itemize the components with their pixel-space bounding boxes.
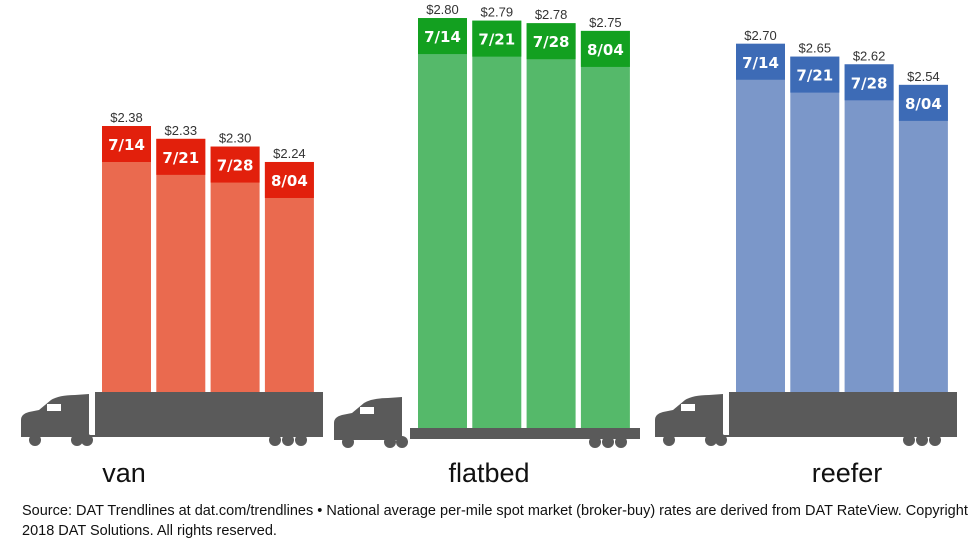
cab-window: [47, 404, 61, 411]
wheel-icon: [589, 436, 601, 448]
bar-reefer-7/28: [844, 64, 894, 392]
date-label: 8/04: [271, 172, 308, 190]
value-label: $2.33: [165, 123, 198, 138]
bar-header-flatbed: [418, 18, 467, 55]
wheel-icon: [295, 434, 307, 446]
wheel-icon: [384, 436, 396, 448]
wheel-icon: [602, 436, 614, 448]
flatbed-deck: [410, 428, 640, 439]
bar-header-reefer: [898, 84, 948, 121]
truck-cab-icon: [655, 394, 731, 437]
date-label: 7/14: [108, 136, 145, 154]
group-van: 7/14 $2.38 7/21 $2.33 7/28 $2.30 8/04 $2.24 van: [21, 110, 323, 488]
date-label: 7/28: [217, 157, 254, 175]
trailer: [729, 392, 957, 437]
value-label: $2.70: [744, 28, 777, 43]
bar-flatbed-7/14: [418, 18, 467, 429]
value-label: $2.65: [799, 41, 832, 56]
wheel-icon: [615, 436, 627, 448]
date-label: 7/14: [424, 28, 461, 46]
wheel-icon: [29, 434, 41, 446]
group-reefer: 7/14 $2.70 7/21 $2.65 7/28 $2.62 8/04 $2.54 reef…: [655, 28, 957, 488]
bar-flatbed-7/21: [472, 20, 522, 428]
wheel-icon: [903, 434, 915, 446]
value-label: $2.24: [273, 146, 306, 161]
bar-header-flatbed: [472, 20, 522, 57]
date-label: 7/21: [478, 31, 515, 49]
group-flatbed: 7/14 $2.80 7/21 $2.79 7/28 $2.78 8/04 $2.75 flat…: [334, 2, 640, 488]
value-label: $2.78: [535, 7, 568, 22]
wheel-icon: [282, 434, 294, 446]
truck-cab-icon: [21, 394, 97, 437]
bar-reefer-8/04: [898, 84, 948, 392]
bar-header-reefer: [844, 64, 894, 101]
category-label-van: van: [102, 458, 146, 488]
source-note: Source: DAT Trendlines at dat.com/trendl…: [22, 503, 968, 539]
bar-van-7/14: [102, 126, 151, 392]
wheel-icon: [81, 434, 93, 446]
date-label: 8/04: [587, 41, 624, 59]
category-label-flatbed: flatbed: [448, 458, 529, 488]
date-label: 7/28: [851, 74, 888, 92]
bar-header-van: [264, 161, 314, 198]
bar-reefer-7/14: [736, 43, 785, 392]
bar-van-8/04: [264, 161, 314, 392]
wheel-icon: [269, 434, 281, 446]
trailer: [95, 392, 323, 437]
value-label: $2.79: [481, 5, 514, 20]
wheel-icon: [396, 436, 408, 448]
bar-van-7/21: [156, 138, 206, 392]
bar-header-van: [102, 126, 151, 162]
bar-header-flatbed: [580, 30, 630, 67]
wheel-icon: [342, 436, 354, 448]
date-label: 7/28: [533, 33, 570, 51]
wheel-icon: [916, 434, 928, 446]
bar-header-reefer: [790, 56, 840, 93]
bar-flatbed-7/28: [526, 23, 576, 428]
date-label: 7/21: [796, 67, 833, 85]
bar-flatbed-8/04: [580, 30, 630, 428]
wheel-icon: [705, 434, 717, 446]
bar-header-reefer: [736, 43, 785, 80]
bar-header-van: [156, 138, 206, 175]
cab-window: [681, 404, 695, 411]
wheel-icon: [715, 434, 727, 446]
bar-van-7/28: [210, 146, 260, 392]
date-label: 8/04: [905, 95, 942, 113]
bar-header-van: [210, 146, 260, 183]
cab-window: [360, 407, 374, 414]
date-label: 7/14: [742, 54, 779, 72]
bar-reefer-7/21: [790, 56, 840, 393]
value-label: $2.38: [110, 110, 143, 125]
wheel-icon: [71, 434, 83, 446]
category-label-reefer: reefer: [812, 458, 883, 488]
date-label: 7/21: [162, 149, 199, 167]
value-label: $2.54: [907, 69, 940, 84]
value-label: $2.30: [219, 131, 252, 146]
bar-header-flatbed: [526, 23, 576, 60]
truck-cab-icon: [334, 397, 402, 440]
value-label: $2.80: [426, 2, 459, 17]
value-label: $2.75: [589, 15, 622, 30]
wheel-icon: [929, 434, 941, 446]
value-label: $2.62: [853, 48, 886, 63]
wheel-icon: [663, 434, 675, 446]
